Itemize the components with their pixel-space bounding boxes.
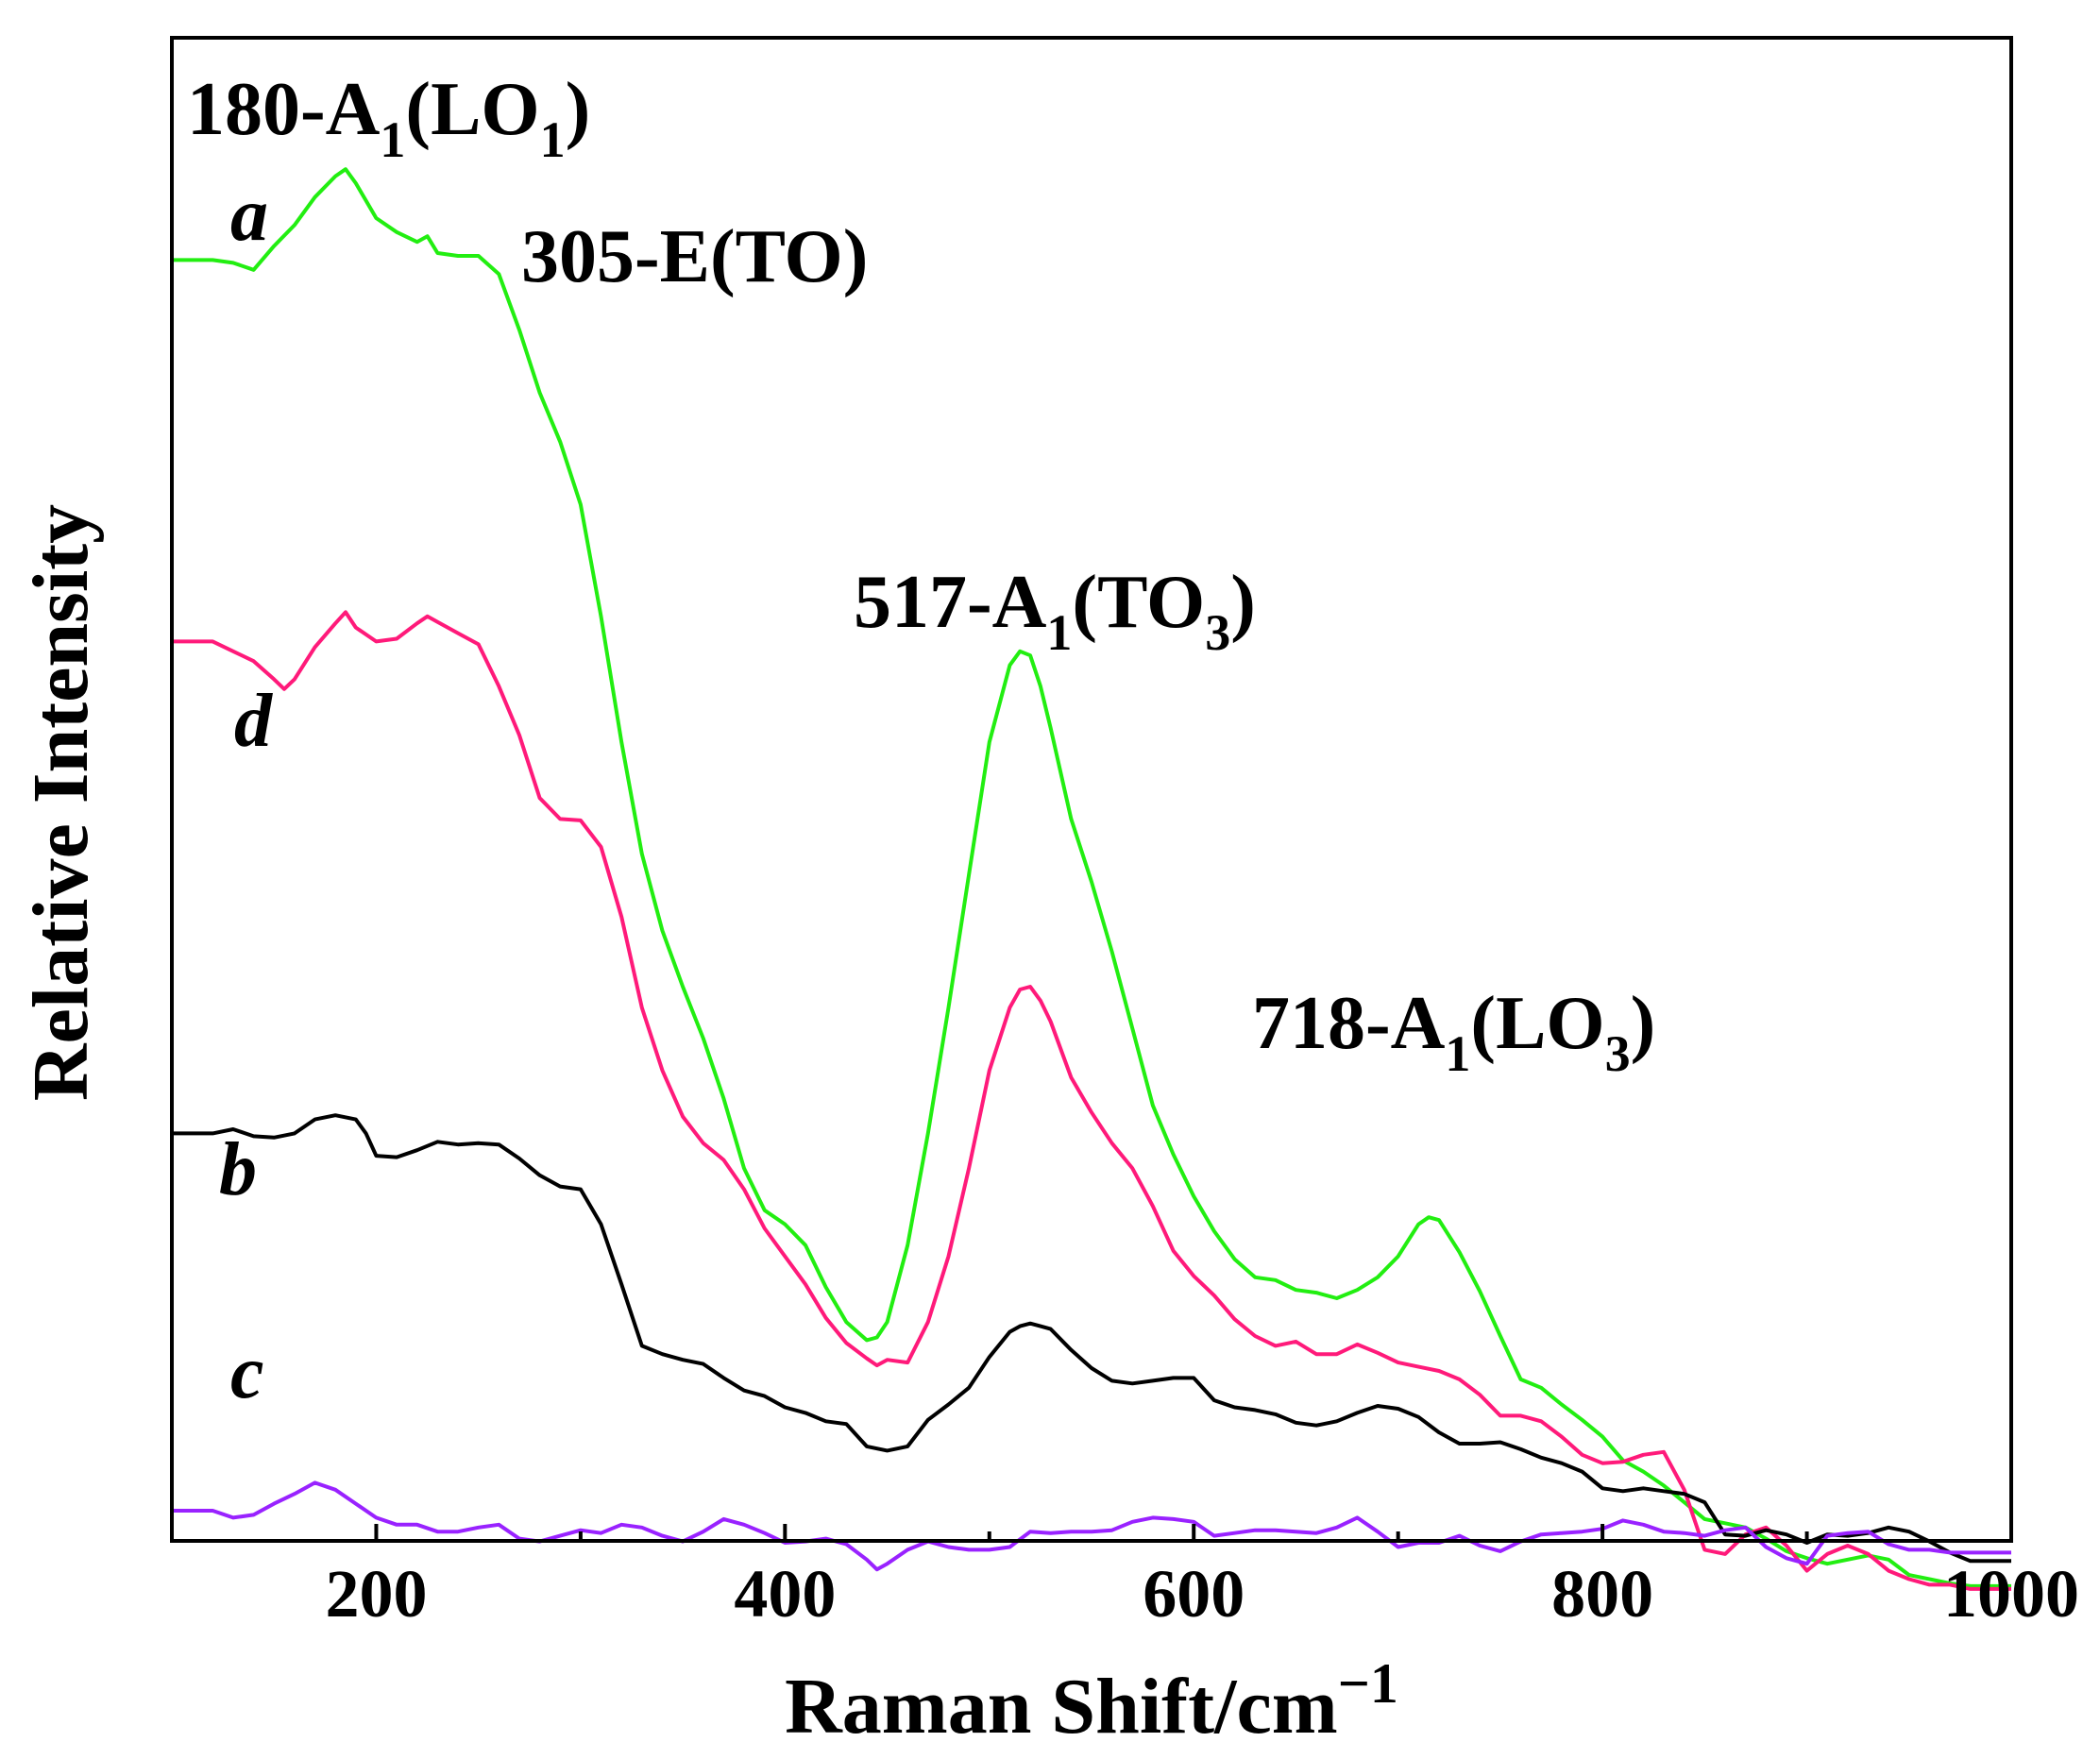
series-line-b: [172, 1113, 2011, 1564]
peak-label-517: 517-A1(TO3): [854, 561, 1256, 661]
series-label-b: b: [219, 1128, 257, 1211]
x-tick-label-200: 200: [325, 1556, 427, 1632]
peak-label-718: 718-A1(LO3): [1252, 982, 1655, 1082]
y-axis-title: Relative Intensity: [17, 504, 105, 1101]
x-axis-title-superscript: −1: [1338, 1652, 1398, 1715]
x-tick-label-600: 600: [1143, 1556, 1245, 1632]
x-axis: 200 400 600 800 1000: [325, 1524, 2079, 1632]
series-line-c: [172, 1480, 2011, 1572]
series-line-a: [172, 167, 2011, 1588]
x-tick-label-800: 800: [1551, 1556, 1653, 1632]
peak-label-305: 305-E(TO): [521, 215, 868, 298]
series-label-c: c: [230, 1331, 264, 1414]
x-axis-title-main: Raman Shift/cm: [785, 1663, 1338, 1751]
series-line-d: [172, 610, 2011, 1591]
series-layer: [172, 167, 2011, 1591]
plot-frame: [170, 36, 2013, 1543]
peak-label-180: 180-A1(LO1): [187, 68, 590, 168]
series-label-d: d: [234, 680, 273, 763]
x-axis-title: Raman Shift/cm−1: [785, 1652, 1398, 1751]
x-tick-label-400: 400: [734, 1556, 836, 1632]
x-tick-label-1000: 1000: [1943, 1556, 2079, 1632]
series-label-a: a: [230, 174, 268, 257]
